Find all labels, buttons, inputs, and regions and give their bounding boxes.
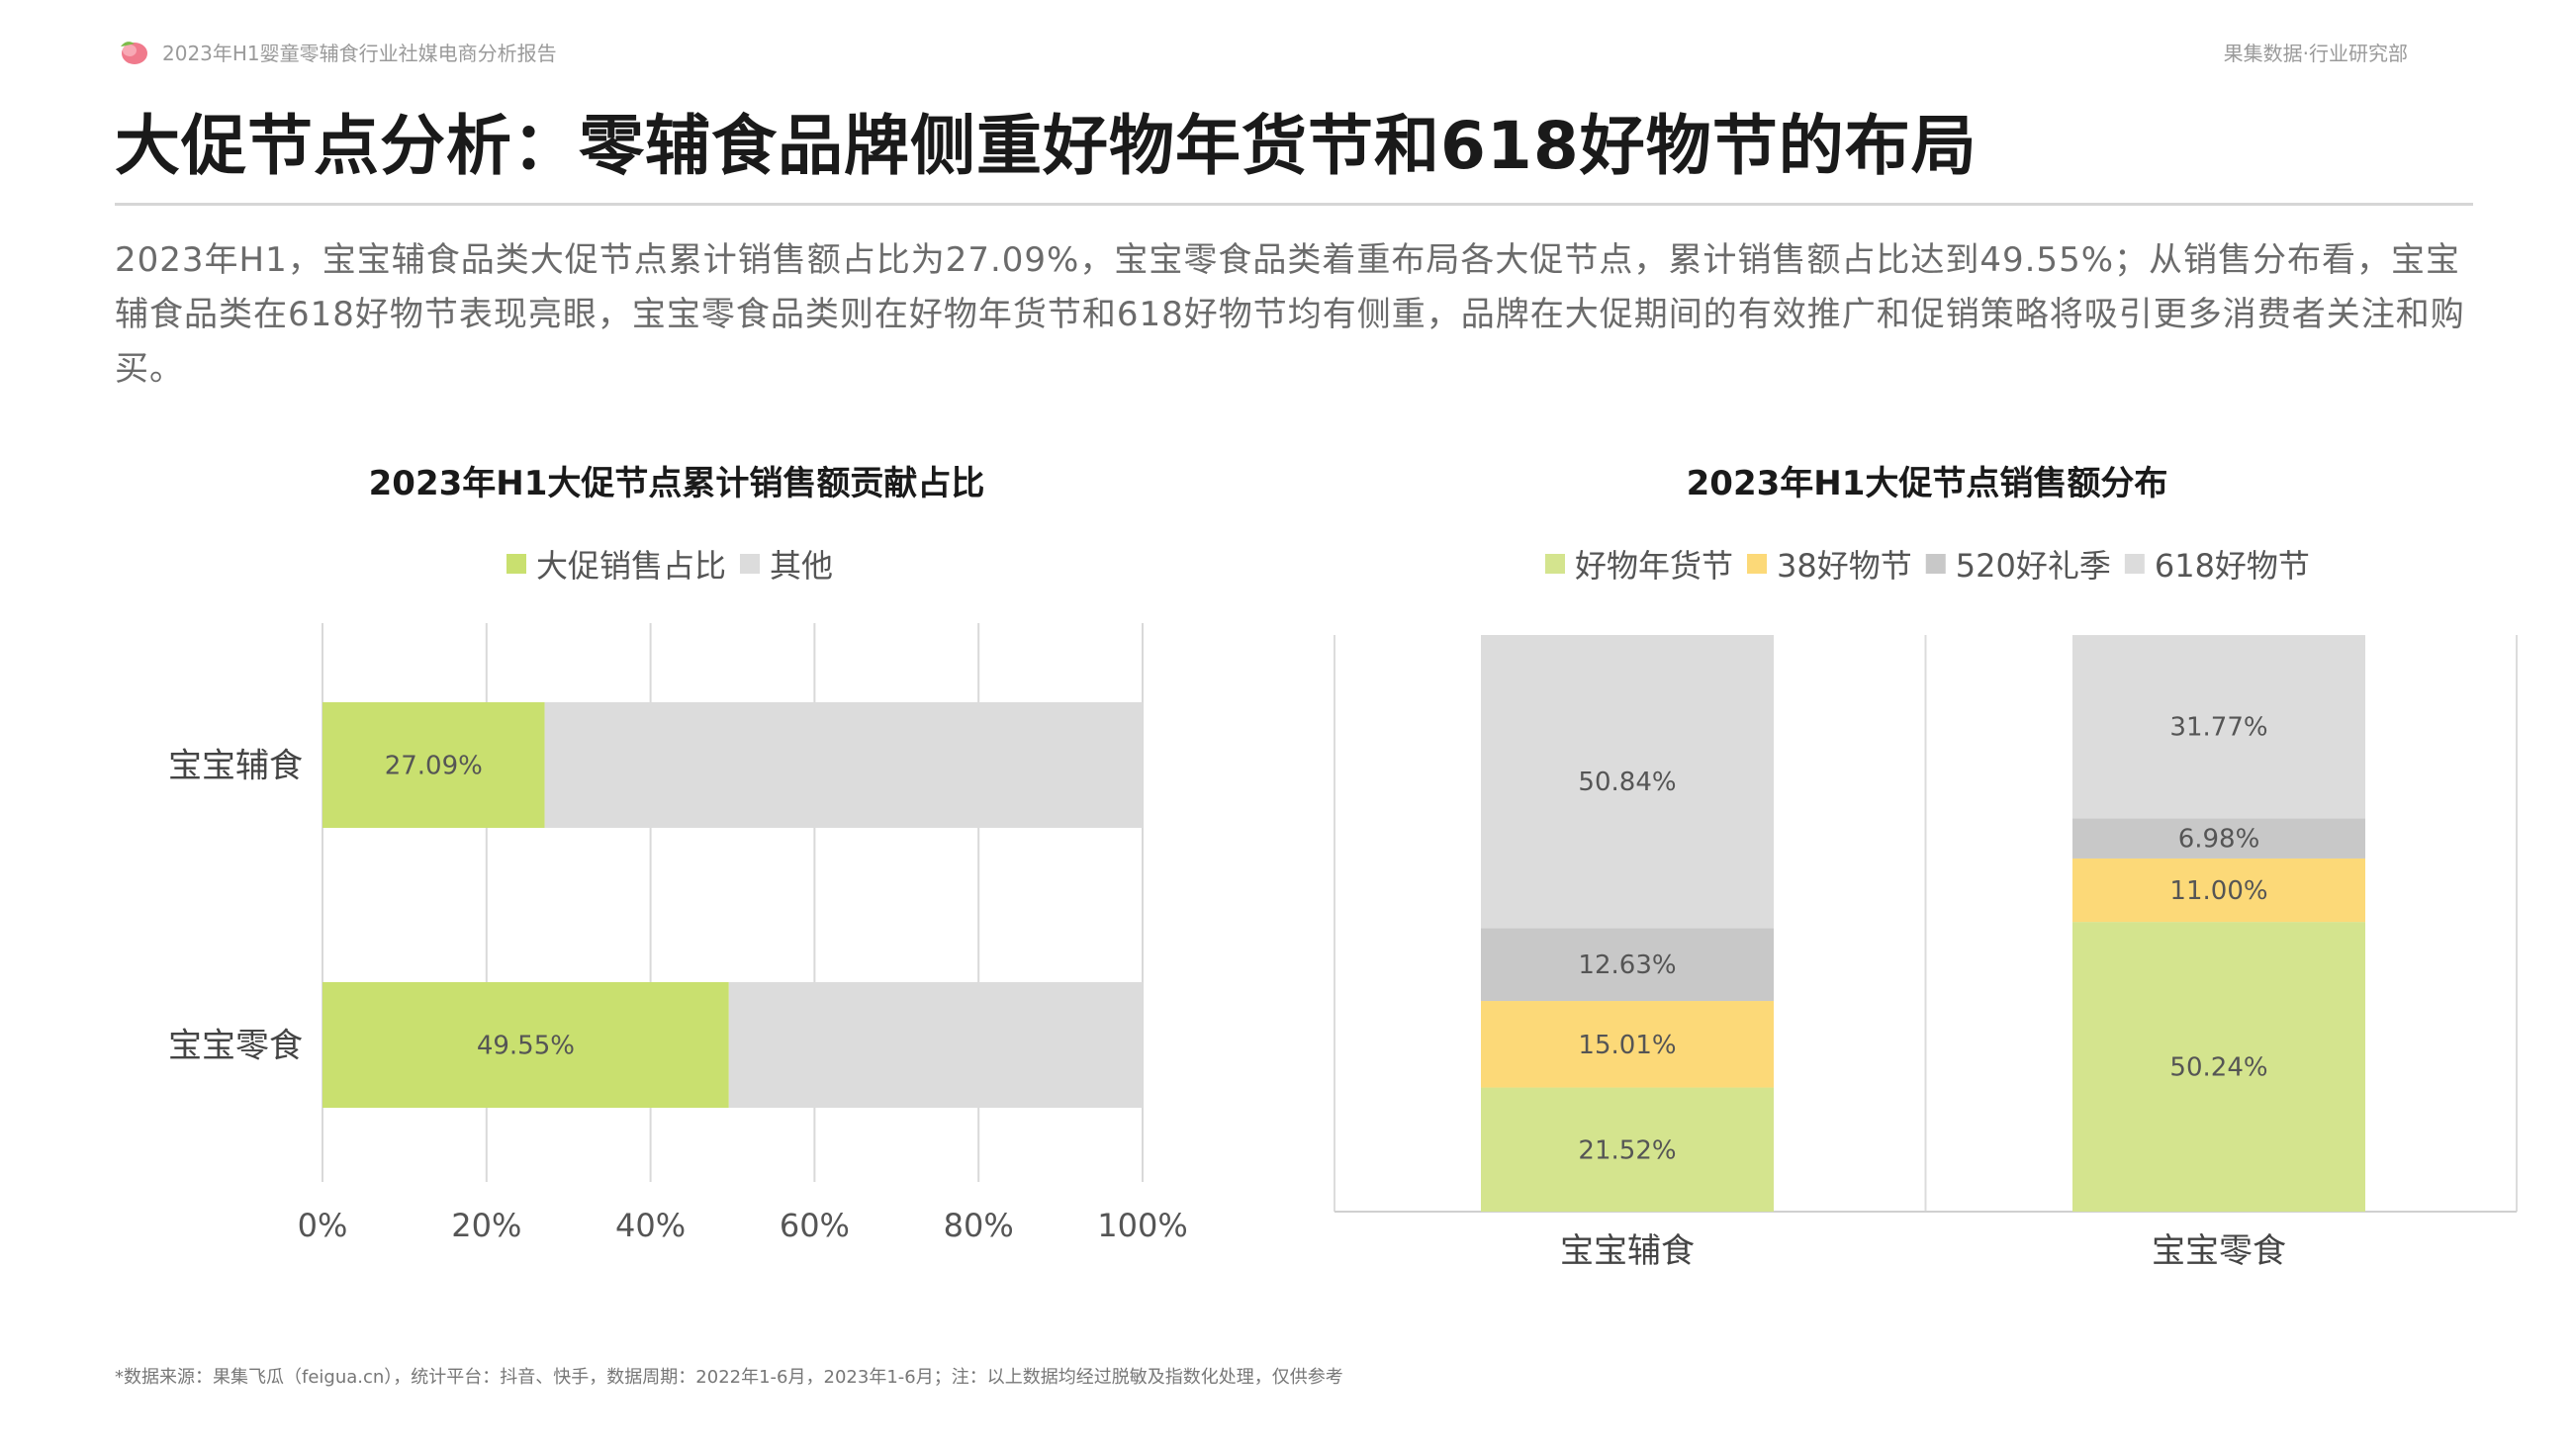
data-label: 49.55% bbox=[477, 1032, 575, 1061]
legend-label-2: 520好礼季 bbox=[1956, 547, 2111, 585]
chart2-legend: 好物年货节 38好物节 520好礼季 618好物节 bbox=[1545, 547, 2310, 585]
data-label: 6.98% bbox=[2178, 825, 2260, 855]
data-label: 27.09% bbox=[385, 752, 483, 781]
bar-segment bbox=[1481, 1087, 1774, 1212]
x-tick-label: 80% bbox=[944, 1207, 1014, 1244]
bar-segment bbox=[1481, 635, 1774, 929]
report-name: 2023年H1婴童零辅食行业社媒电商分析报告 bbox=[162, 41, 557, 65]
data-label: 50.24% bbox=[2169, 1053, 2267, 1083]
legend-swatch-0 bbox=[1545, 554, 1565, 574]
category-label: 宝宝辅食 bbox=[1560, 1231, 1695, 1271]
x-tick-label: 20% bbox=[451, 1207, 521, 1244]
category-label: 宝宝零食 bbox=[2152, 1231, 2286, 1271]
data-label: 50.84% bbox=[1578, 768, 1676, 797]
legend-swatch-1 bbox=[1747, 554, 1768, 574]
data-source-footnote: *数据来源：果集飞瓜（feigua.cn），统计平台：抖音、快手，数据周期：20… bbox=[115, 1367, 1343, 1388]
peach-logo-icon bbox=[121, 42, 147, 64]
summary-paragraph: 2023年H1，宝宝辅食品类大促节点累计销售额占比为27.09%，宝宝零食品类着… bbox=[115, 240, 2465, 389]
legend-label-3: 618好物节 bbox=[2155, 547, 2310, 585]
title-divider bbox=[115, 203, 2473, 206]
legend-label-0: 好物年货节 bbox=[1575, 547, 1733, 585]
bar-segment bbox=[1481, 1001, 1774, 1088]
chart-festival-distribution: 2023年H1大促节点销售额分布 好物年货节 38好物节 520好礼季 618好物节 … bbox=[1334, 464, 2518, 1271]
chart1-title: 2023年H1大促节点累计销售额贡献占比 bbox=[369, 464, 985, 503]
bar-segment bbox=[728, 982, 1143, 1108]
bar-segment bbox=[544, 702, 1143, 828]
org-name: 果集数据·行业研究部 bbox=[2223, 42, 2408, 65]
legend-label-1: 38好物节 bbox=[1777, 547, 1912, 585]
x-tick-label: 40% bbox=[615, 1207, 686, 1244]
x-tick-label: 0% bbox=[298, 1207, 348, 1244]
data-label: 12.63% bbox=[1578, 951, 1676, 980]
x-tick-label: 100% bbox=[1097, 1207, 1187, 1244]
bar-segment bbox=[1481, 928, 1774, 1002]
bar-segment bbox=[2072, 818, 2365, 859]
bar-segment bbox=[2072, 635, 2365, 819]
chart2-title: 2023年H1大促节点销售额分布 bbox=[1687, 464, 2168, 503]
page-title: 大促节点分析：零辅食品牌侧重好物年货节和618好物节的布局 bbox=[115, 108, 1978, 184]
bar-segment bbox=[322, 702, 545, 828]
data-label: 11.00% bbox=[2169, 876, 2267, 906]
category-label: 宝宝辅食 bbox=[168, 747, 303, 786]
bar-segment bbox=[322, 982, 729, 1108]
legend-label-0: 大促销售占比 bbox=[536, 547, 726, 585]
report-header: 2023年H1婴童零辅食行业社媒电商分析报告 bbox=[117, 36, 557, 67]
legend-label-1: 其他 bbox=[770, 547, 833, 585]
data-label: 21.52% bbox=[1578, 1135, 1676, 1165]
legend-swatch-1 bbox=[740, 554, 761, 574]
legend-swatch-2 bbox=[1925, 554, 1946, 574]
chart1-legend: 大促销售占比 其他 bbox=[506, 547, 833, 585]
bar-segment bbox=[2072, 858, 2365, 923]
bar-segment bbox=[2072, 922, 2365, 1212]
chart-contribution-share: 2023年H1大促节点累计销售额贡献占比 大促销售占比 其他 27.09% 49.5… bbox=[168, 464, 1188, 1244]
data-label: 15.01% bbox=[1578, 1031, 1676, 1060]
x-tick-label: 60% bbox=[780, 1207, 850, 1244]
legend-swatch-0 bbox=[506, 554, 526, 574]
legend-swatch-3 bbox=[2124, 554, 2145, 574]
data-label: 31.77% bbox=[2169, 713, 2267, 743]
category-label: 宝宝零食 bbox=[168, 1027, 303, 1066]
